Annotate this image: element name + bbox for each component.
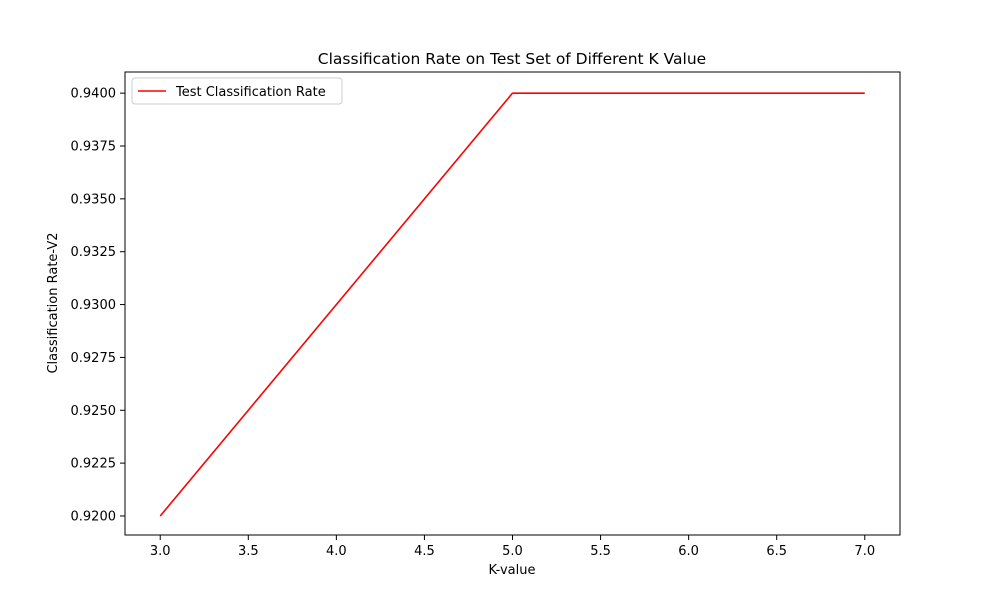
x-tick-label: 4.0 <box>326 544 347 559</box>
legend-box <box>131 77 343 105</box>
x-tick-label: 5.0 <box>502 544 523 559</box>
legend: Test Classification Rate <box>131 77 343 105</box>
y-axis-label: Classification Rate-V2 <box>46 232 61 373</box>
y-axis-ticks: 0.9200 0.9225 0.9250 0.9275 0.9300 0.9325 0.93… <box>71 87 125 524</box>
x-tick-label: 6.0 <box>678 544 699 559</box>
x-tick-label: 4.5 <box>414 544 435 559</box>
y-tick-label: 0.9250 <box>71 404 117 419</box>
x-tick-label: 6.5 <box>766 544 787 559</box>
x-tick-label: 5.5 <box>590 544 611 559</box>
y-tick-label: 0.9200 <box>71 509 117 524</box>
series-line <box>159 92 865 517</box>
x-tick-label: 7.0 <box>854 544 875 559</box>
chart-title: Classification Rate on Test Set of Diffe… <box>318 50 706 68</box>
x-tick-label: 3.5 <box>238 544 259 559</box>
y-tick-label: 0.9375 <box>71 139 117 154</box>
y-tick-label: 0.9300 <box>71 298 117 313</box>
series-layer <box>159 92 865 517</box>
y-tick-label: 0.9350 <box>71 192 117 207</box>
y-tick-label: 0.9325 <box>71 245 117 260</box>
y-tick-label: 0.9400 <box>71 87 117 102</box>
legend-label: Test Classification Rate <box>175 85 326 100</box>
x-tick-label: 3.0 <box>150 544 171 559</box>
y-tick-label: 0.9275 <box>71 351 117 366</box>
x-axis-label: K-value <box>488 563 535 578</box>
y-tick-label: 0.9225 <box>71 457 117 472</box>
plot-area <box>124 71 901 536</box>
x-axis-ticks: 3.0 3.5 4.0 4.5 5.0 5.5 6.0 6.5 7.0 <box>150 535 875 559</box>
